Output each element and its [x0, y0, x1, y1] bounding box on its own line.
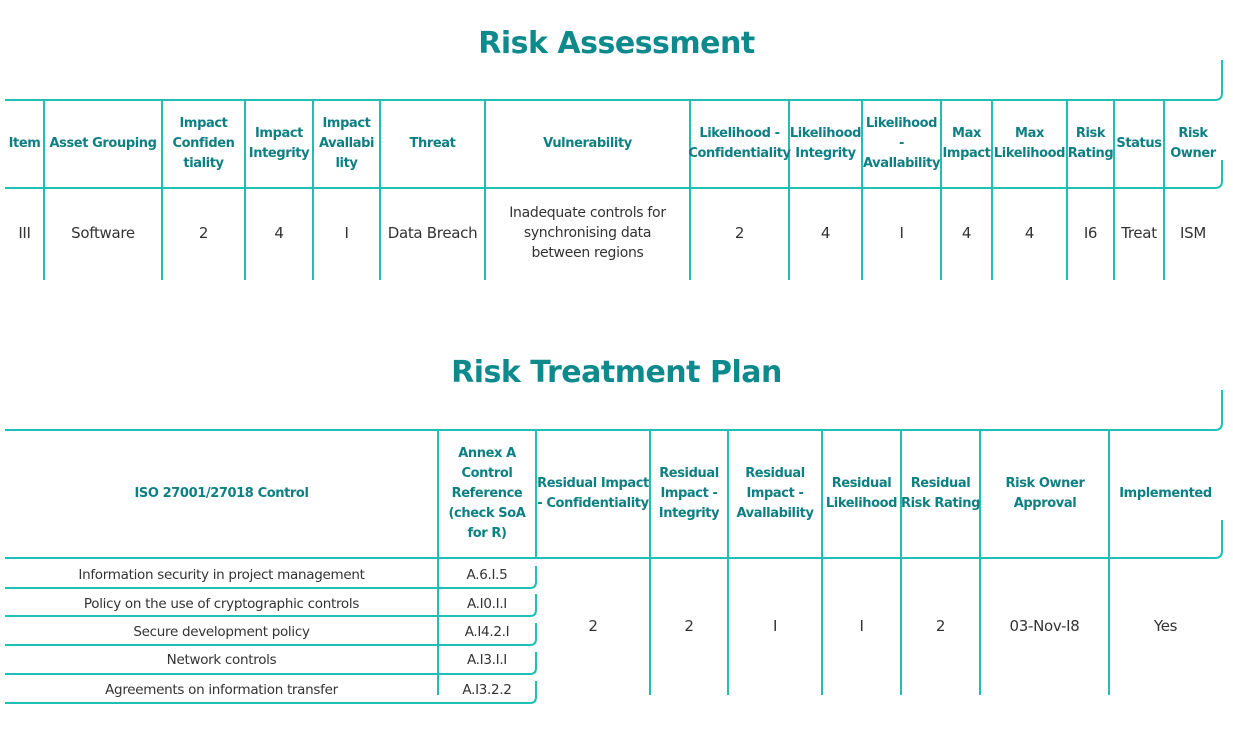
cell-vulnerability: Inadequate controls for synchronising da… [509, 205, 666, 261]
header-residual-likelihood: Residual Likelihood [825, 476, 898, 511]
cell-residual-likelihood: I [859, 616, 864, 635]
control-name: Agreements on information transfer [105, 682, 338, 698]
header-impact-integrity: Impact Integrity [248, 126, 310, 161]
control-reference: A.I4.2.I [464, 624, 510, 640]
cell-residual-impact-availability: I [772, 616, 778, 635]
header-max-likelihood: Max Likelihood [993, 126, 1066, 161]
control-reference: A.I3.2.2 [462, 682, 512, 698]
header-residual-impact-integrity: Residual Impact - Integrity [658, 466, 720, 521]
control-name: Secure development policy [133, 624, 310, 640]
risk-treatment-plan-title: Risk Treatment Plan [451, 355, 782, 390]
cell-residual-impact-integrity: 2 [684, 616, 694, 635]
cell-likelihood-integrity: 4 [820, 224, 831, 242]
cell-likelihood-confidentiality: 2 [734, 224, 745, 242]
cell-residual-risk-rating: 2 [935, 616, 946, 635]
control-name: Network controls [166, 652, 277, 668]
cell-asset-grouping: Software [71, 224, 135, 242]
risk-assessment-title: Risk Assessment [478, 26, 755, 61]
header-risk-owner-approval: Risk Owner Approval [1005, 476, 1085, 511]
header-vulnerability: Vulnerability [543, 136, 632, 151]
cell-risk-owner-approval: 03-Nov-I8 [1009, 616, 1080, 635]
cell-max-impact: 4 [961, 224, 972, 242]
header-residual-risk-rating: Residual Risk Rating [901, 476, 980, 511]
header-asset-grouping: Asset Grouping [49, 136, 157, 151]
header-risk-owner: Risk Owner [1170, 126, 1216, 161]
header-status: Status [1116, 136, 1162, 151]
cell-likelihood-availability: I [899, 224, 904, 242]
cell-impact-integrity: 4 [274, 224, 284, 242]
cell-implemented: Yes [1153, 616, 1178, 635]
header-implemented: Implemented [1119, 486, 1212, 501]
header-residual-impact-availability: Residual Impact - Avallability [736, 466, 814, 521]
control-name: Policy on the use of cryptographic contr… [83, 596, 360, 612]
cell-risk-owner: ISM [1180, 224, 1206, 242]
cell-threat: Data Breach [387, 224, 478, 242]
header-likelihood-integrity: Likelihood Integrity [789, 126, 862, 161]
assessment-top-bracket [5, 60, 1223, 101]
control-name: Information security in project manageme… [78, 567, 365, 583]
cell-max-likelihood: 4 [1024, 224, 1035, 242]
treatment-top-bracket [5, 390, 1223, 431]
control-reference: A.I0.I.I [466, 596, 507, 612]
control-reference: A.6.I.5 [466, 567, 508, 583]
cell-status: Treat [1121, 224, 1157, 242]
cell-risk-rating: I6 [1083, 224, 1098, 242]
cell-item: III [18, 224, 31, 242]
header-max-impact: Max Impact [942, 126, 991, 161]
header-item: Item [8, 136, 41, 151]
cell-residual-impact-confidentiality: 2 [588, 616, 598, 635]
header-impact-availability: Impact Avallabi lity [318, 116, 375, 171]
header-annex-reference: Annex A Control Reference (check SoA for… [448, 446, 526, 541]
cell-impact-confidentiality: 2 [198, 224, 209, 242]
cell-impact-availability: I [344, 224, 349, 242]
header-risk-rating: Risk Rating [1067, 126, 1114, 161]
header-control: ISO 27001/27018 Control [134, 486, 309, 501]
header-impact-confidentiality: Impact Confiden tiality [172, 116, 235, 171]
header-residual-impact-confidentiality: Residual Impact - Confidentiality [537, 476, 649, 511]
header-threat: Threat [409, 136, 456, 151]
control-reference: A.I3.I.I [466, 652, 507, 668]
header-likelihood-availability: Likelihood - Avallability [862, 116, 941, 171]
header-likelihood-confidentiality: Likelihood - Confidentiality [688, 126, 791, 161]
